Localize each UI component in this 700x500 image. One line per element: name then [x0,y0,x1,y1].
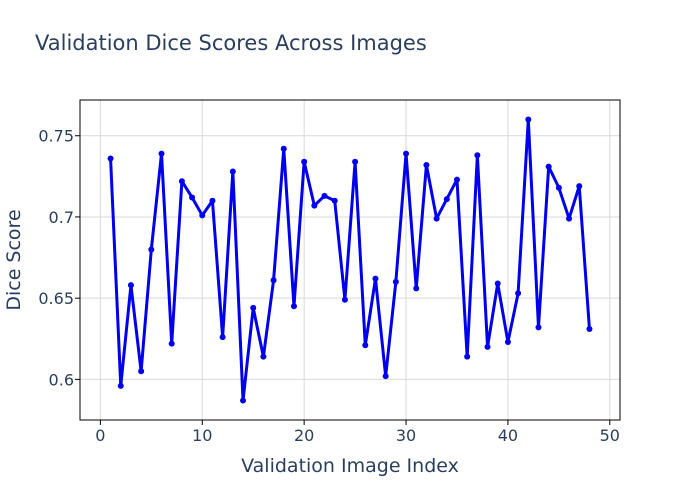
data-point [372,275,379,282]
data-point [290,303,297,310]
data-point [535,324,542,331]
data-point [199,212,206,219]
y-axis-ticks: 0.6 0.65 0.7 0.75 [38,127,80,389]
data-point [525,116,532,123]
x-tick-label: 10 [192,426,212,445]
y-tick-label: 0.7 [49,208,74,227]
data-point [433,215,440,222]
y-tick-label: 0.6 [49,370,74,389]
data-point [148,246,155,253]
data-point [311,202,318,209]
data-point [545,163,552,170]
data-point [566,215,573,222]
data-point [301,158,308,165]
x-axis-ticks: 0 10 20 30 40 50 [95,420,620,445]
x-axis-title: Validation Image Index [241,455,459,477]
y-axis-title: Dice Score [3,209,25,310]
series-group [107,116,593,404]
data-point [321,192,328,199]
data-point [586,326,593,333]
data-point [423,161,430,168]
chart-title: Validation Dice Scores Across Images [35,31,427,55]
data-point [504,339,511,346]
data-point [576,183,583,190]
data-point [280,145,287,152]
data-point [260,353,267,360]
data-point [250,304,257,311]
x-tick-label: 40 [498,426,518,445]
data-point [229,168,236,175]
y-tick-label: 0.65 [38,289,74,308]
data-point [464,353,471,360]
data-point [189,194,196,201]
data-point [331,197,338,204]
plot-frame [79,99,621,421]
data-point [138,368,145,375]
x-tick-label: 0 [95,426,105,445]
data-point [219,334,226,341]
data-point [484,343,491,350]
data-point [240,397,247,404]
data-point [158,150,165,157]
x-tick-label: 30 [396,426,416,445]
data-point [209,197,216,204]
data-point [352,158,359,165]
data-point [474,152,481,159]
grid-lines [80,100,620,420]
data-point [392,278,399,285]
data-point [443,196,450,203]
x-tick-label: 20 [294,426,314,445]
data-point [127,282,134,289]
data-point [178,178,185,185]
data-point [117,382,124,389]
data-point [168,340,175,347]
x-tick-label: 50 [600,426,620,445]
series-line [109,117,591,403]
data-point [413,285,420,292]
data-point [555,184,562,191]
data-point [453,176,460,183]
data-point [270,277,277,284]
data-point [494,280,501,287]
y-tick-label: 0.75 [38,127,74,146]
data-point [382,373,389,380]
data-point [515,290,522,297]
data-point [341,296,348,303]
data-point [107,155,114,162]
data-point [403,150,410,157]
data-point [362,342,369,349]
